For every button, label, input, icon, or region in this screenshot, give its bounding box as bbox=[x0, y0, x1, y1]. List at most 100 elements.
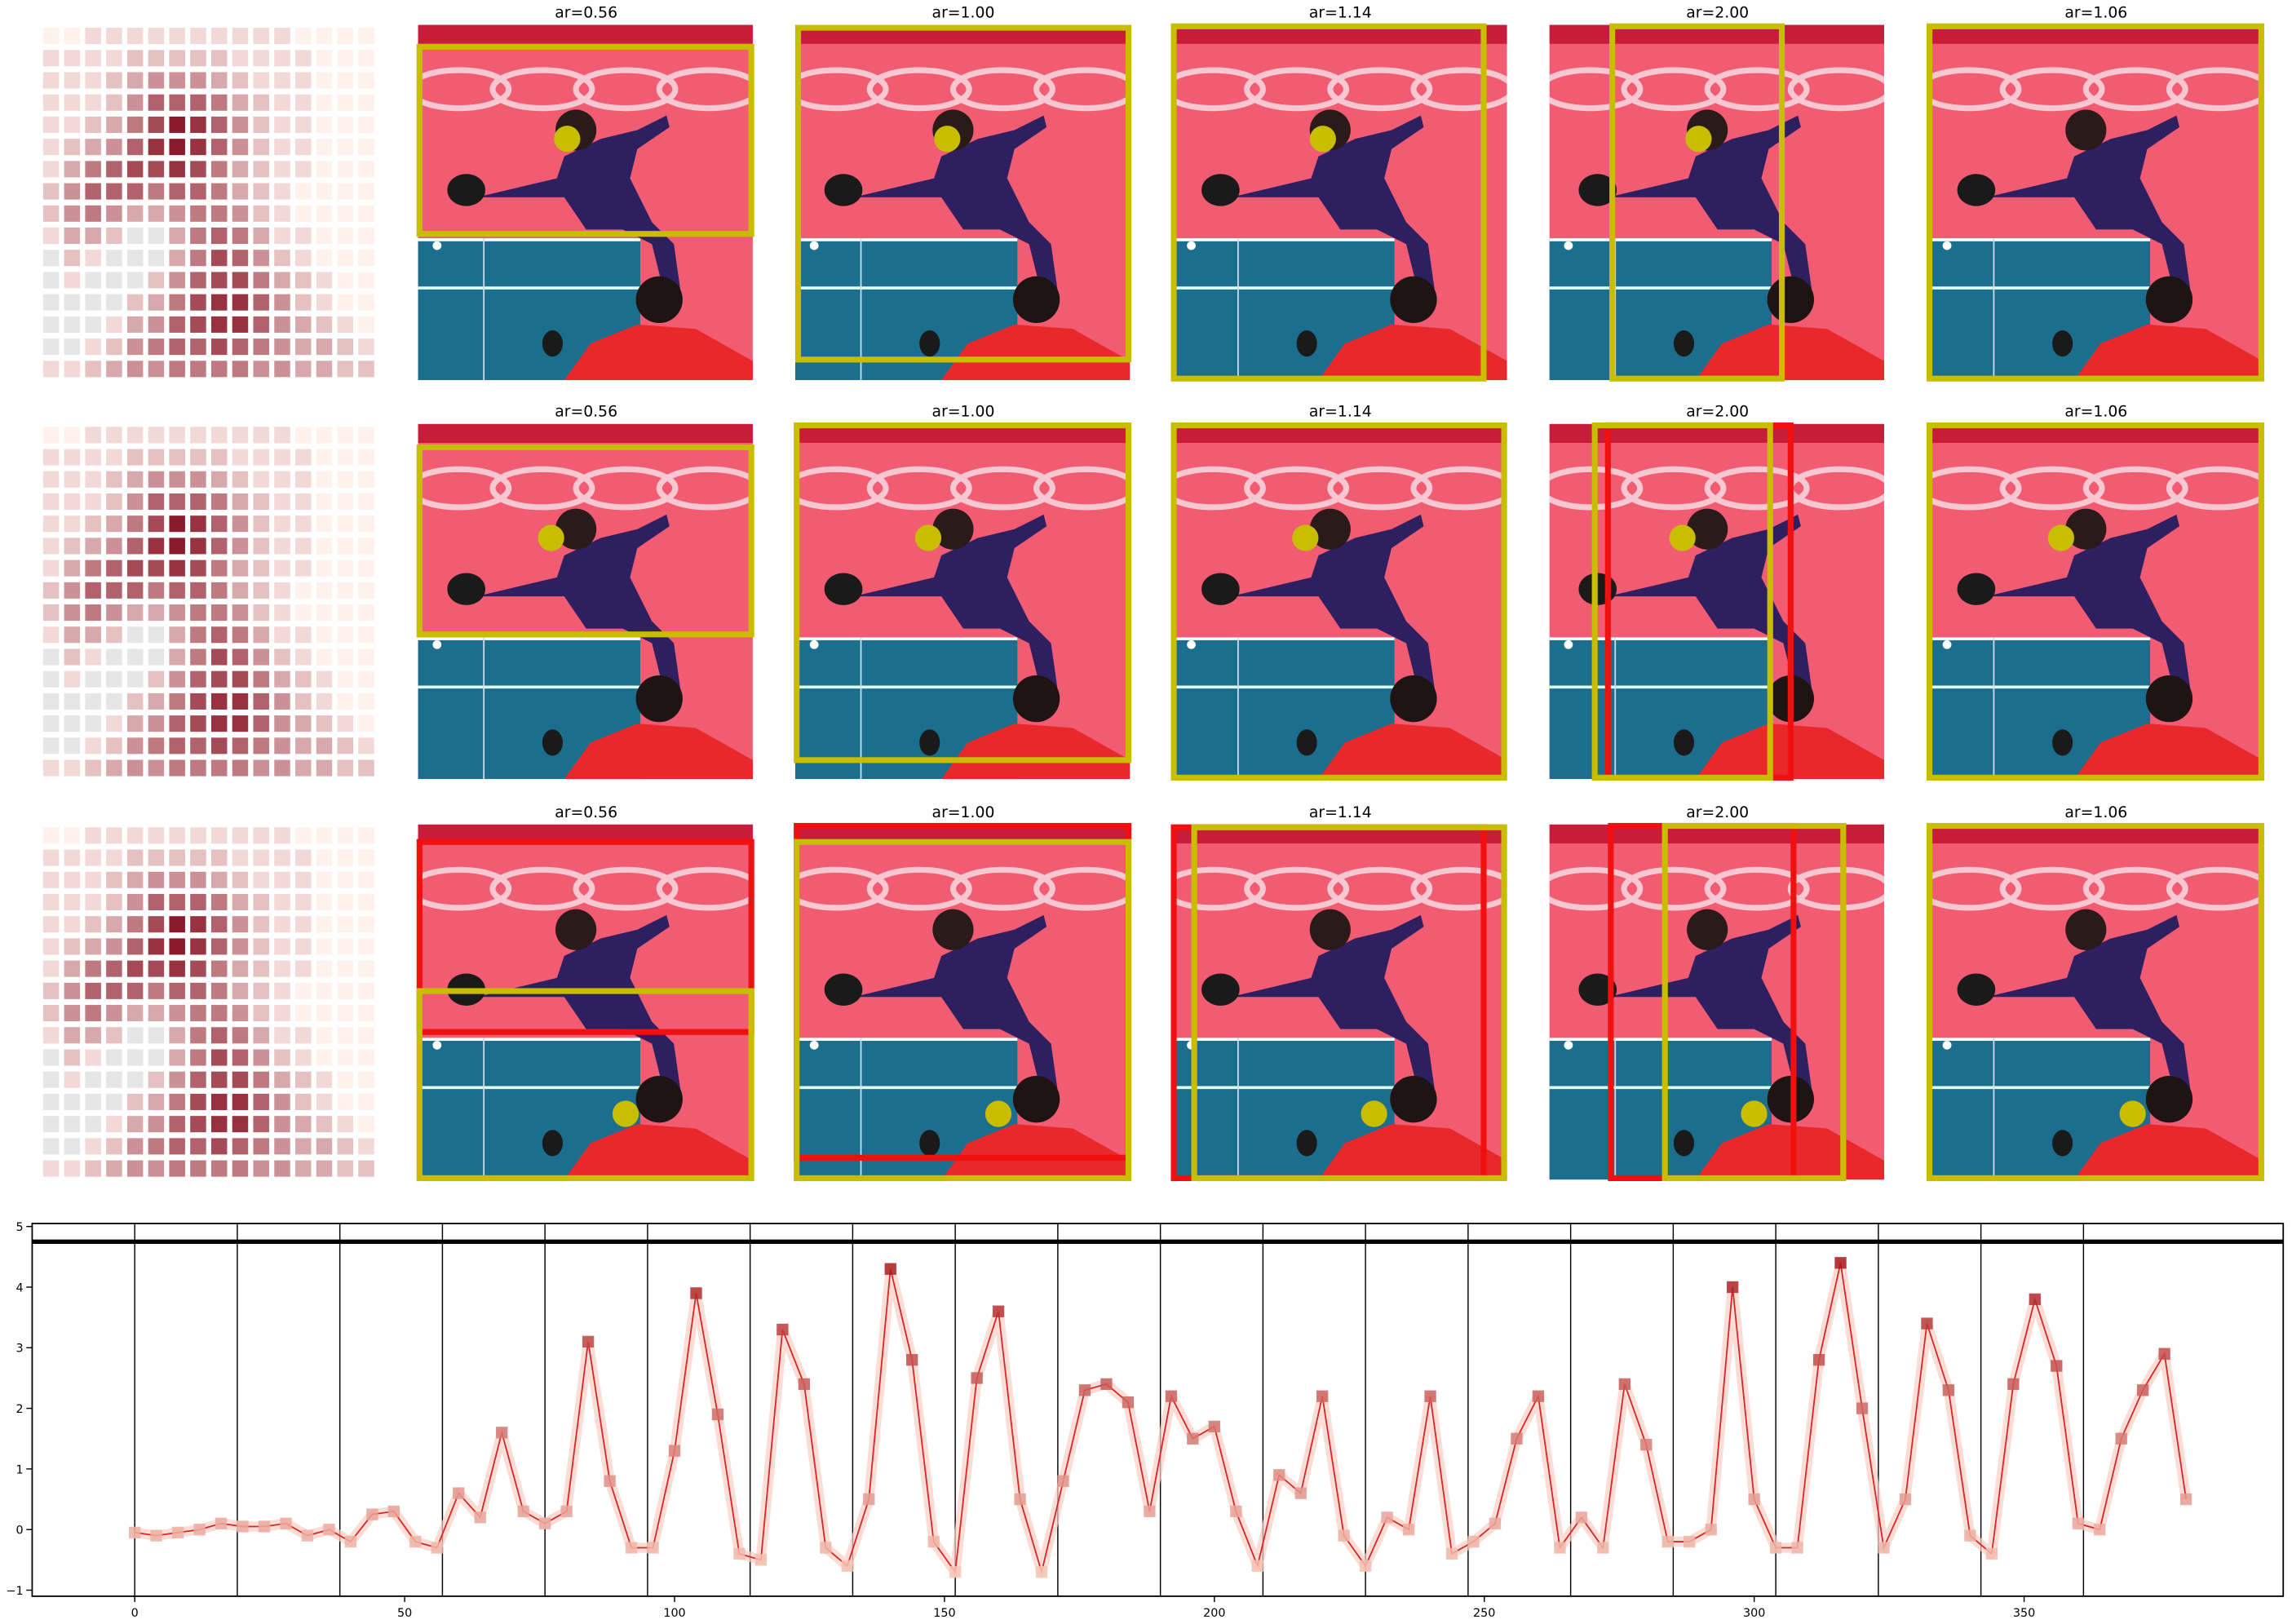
heatmap-cell bbox=[106, 361, 122, 378]
heatmap-cell bbox=[210, 339, 228, 356]
heatmap-cell bbox=[274, 361, 290, 378]
heatmap-cell bbox=[337, 139, 354, 156]
heatmap-cell bbox=[64, 648, 81, 666]
heatmap-cell bbox=[210, 493, 228, 510]
heatmap-cell bbox=[169, 94, 185, 111]
heatmap-cell bbox=[126, 1049, 144, 1066]
heatmap-cell bbox=[316, 1160, 333, 1177]
heatmap-cell bbox=[42, 916, 60, 933]
heatmap-cell bbox=[210, 272, 228, 289]
heatmap-cell bbox=[358, 361, 374, 378]
panel-title: ar=1.14 bbox=[1309, 804, 1372, 821]
heatmap-cell bbox=[106, 228, 122, 245]
focus-dot bbox=[1309, 126, 1336, 153]
heatmap-cell bbox=[85, 50, 101, 67]
heatmap-cell bbox=[337, 250, 354, 267]
marker bbox=[1208, 1420, 1220, 1433]
heatmap-cell bbox=[126, 916, 144, 933]
heatmap-cell bbox=[126, 493, 144, 510]
heatmap-cell bbox=[106, 670, 122, 688]
heatmap-cell bbox=[42, 294, 60, 311]
heatmap-cell bbox=[210, 693, 228, 710]
heatmap-cell bbox=[148, 1116, 165, 1133]
heatmap-cell bbox=[295, 1160, 312, 1177]
heatmap-cell bbox=[316, 1005, 333, 1022]
heatmap-cell bbox=[106, 1027, 122, 1044]
panel-title: ar=0.56 bbox=[555, 404, 617, 421]
heatmap-cell bbox=[42, 849, 60, 866]
heatmap-cell bbox=[274, 228, 290, 245]
heatmap-cell bbox=[42, 493, 60, 510]
heatmap-cell bbox=[274, 938, 290, 955]
heatmap-cell bbox=[316, 1138, 333, 1155]
heatmap-cell bbox=[210, 471, 228, 488]
panel-title: ar=0.56 bbox=[555, 804, 617, 821]
heatmap-cell bbox=[337, 538, 354, 555]
heatmap-cell bbox=[190, 449, 206, 466]
crop-box bbox=[1926, 23, 2264, 382]
marker bbox=[2179, 1493, 2192, 1506]
heatmap-cell bbox=[295, 50, 312, 67]
heatmap-cell bbox=[358, 737, 374, 754]
marker bbox=[193, 1524, 206, 1536]
heatmap-cell bbox=[274, 849, 290, 866]
heatmap-cell bbox=[295, 604, 312, 622]
heatmap-cell bbox=[85, 493, 101, 510]
heatmap-cell bbox=[85, 849, 101, 866]
marker bbox=[1684, 1535, 1696, 1548]
heatmap-cell bbox=[169, 72, 185, 89]
heatmap-cell bbox=[126, 205, 144, 222]
heatmap-cell bbox=[106, 1071, 122, 1088]
heatmap-cell bbox=[126, 560, 144, 577]
heatmap-cell bbox=[295, 161, 312, 178]
heatmap-cell bbox=[358, 471, 374, 488]
heatmap-cell bbox=[358, 916, 374, 933]
heatmap-cell bbox=[358, 72, 374, 89]
heatmap-cell bbox=[148, 538, 165, 555]
heatmap-cell bbox=[316, 316, 333, 333]
heatmap-cell bbox=[148, 427, 165, 444]
heatmap-cell bbox=[316, 250, 333, 267]
heatmap-cell bbox=[64, 471, 81, 488]
heatmap-cell bbox=[232, 28, 249, 45]
heatmap-cell bbox=[85, 294, 101, 311]
heatmap-cell bbox=[42, 205, 60, 222]
heatmap-cell bbox=[190, 1138, 206, 1155]
heatmap-cell bbox=[42, 161, 60, 178]
heatmap-cell bbox=[85, 604, 101, 622]
heatmap-cell bbox=[169, 250, 185, 267]
marker bbox=[2051, 1360, 2063, 1372]
heatmap-cell bbox=[210, 316, 228, 333]
heatmap-cell bbox=[148, 670, 165, 688]
heatmap-cell bbox=[274, 1027, 290, 1044]
heatmap-cell bbox=[85, 960, 101, 977]
heatmap-cell bbox=[253, 116, 269, 133]
heatmap-cell bbox=[358, 1116, 374, 1133]
y-tick-label: 3 bbox=[16, 1343, 24, 1356]
heatmap-cell bbox=[64, 50, 81, 67]
heatmap-cell bbox=[274, 250, 290, 267]
photo bbox=[409, 825, 759, 1179]
heatmap-cell bbox=[64, 161, 81, 178]
panel-title: ar=1.06 bbox=[2064, 804, 2127, 821]
heatmap-cell bbox=[253, 759, 269, 777]
heatmap-cell bbox=[316, 183, 333, 200]
heatmap-cell bbox=[126, 604, 144, 622]
heatmap-cell bbox=[169, 427, 185, 444]
heatmap-cell bbox=[190, 94, 206, 111]
heatmap-cell bbox=[295, 183, 312, 200]
marker bbox=[474, 1511, 486, 1524]
marker bbox=[1035, 1566, 1048, 1578]
heatmap-cell bbox=[42, 272, 60, 289]
focus-dot bbox=[984, 1100, 1012, 1127]
marker bbox=[625, 1542, 638, 1554]
heatmap-cell bbox=[85, 272, 101, 289]
heatmap-cell bbox=[358, 516, 374, 533]
heatmap-cell bbox=[42, 28, 60, 45]
heatmap-cell bbox=[274, 916, 290, 933]
heatmap bbox=[42, 28, 374, 378]
heatmap-cell bbox=[274, 183, 290, 200]
heatmap-cell bbox=[232, 893, 249, 911]
heatmap-cell bbox=[295, 648, 312, 666]
marker bbox=[711, 1408, 724, 1421]
